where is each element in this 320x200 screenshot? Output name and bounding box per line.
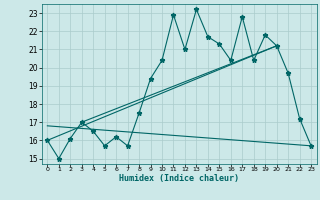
X-axis label: Humidex (Indice chaleur): Humidex (Indice chaleur) — [119, 174, 239, 183]
